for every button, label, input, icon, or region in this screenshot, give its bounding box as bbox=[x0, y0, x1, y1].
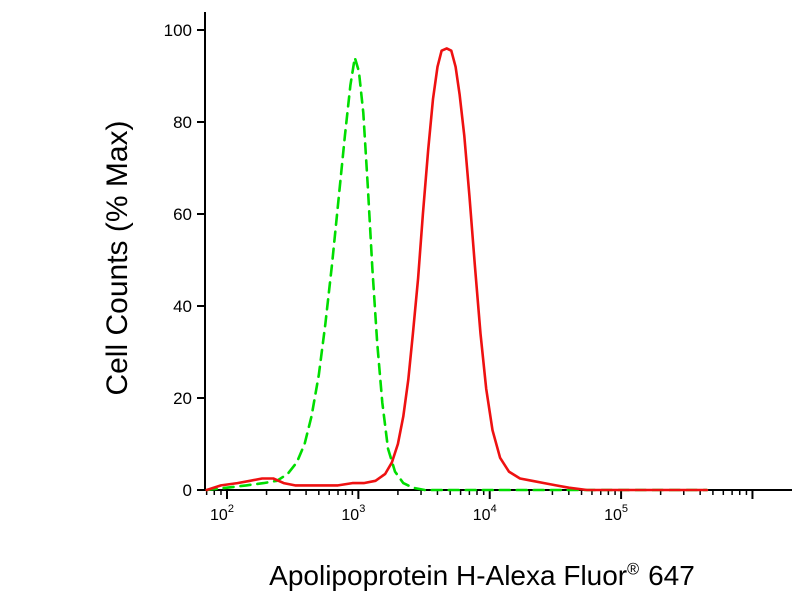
y-tick-label: 20 bbox=[173, 389, 192, 408]
x-axis-label-main: Apolipoprotein H-Alexa Fluor bbox=[269, 560, 628, 591]
series-apolipoprotein-h-red-solid bbox=[205, 47, 709, 492]
y-tick-label: 0 bbox=[183, 481, 192, 500]
x-tick-label: 105 bbox=[604, 503, 628, 524]
y-axis-label: Cell Counts (% Max) bbox=[101, 120, 134, 396]
x-axis-label-suffix: 647 bbox=[648, 560, 695, 591]
registered-trademark-symbol: ® bbox=[627, 560, 640, 579]
x-tick-label: 103 bbox=[341, 503, 365, 524]
series-control-green-dashed bbox=[205, 56, 709, 492]
y-tick-label: 80 bbox=[173, 113, 192, 132]
x-tick-label: 102 bbox=[210, 503, 234, 524]
x-axis-label: Apolipoprotein H-Alexa Fluor® 647 bbox=[269, 560, 695, 592]
y-tick-label: 60 bbox=[173, 205, 192, 224]
y-tick-label: 40 bbox=[173, 297, 192, 316]
x-tick-label: 104 bbox=[473, 503, 497, 524]
y-tick-label: 100 bbox=[164, 21, 192, 40]
